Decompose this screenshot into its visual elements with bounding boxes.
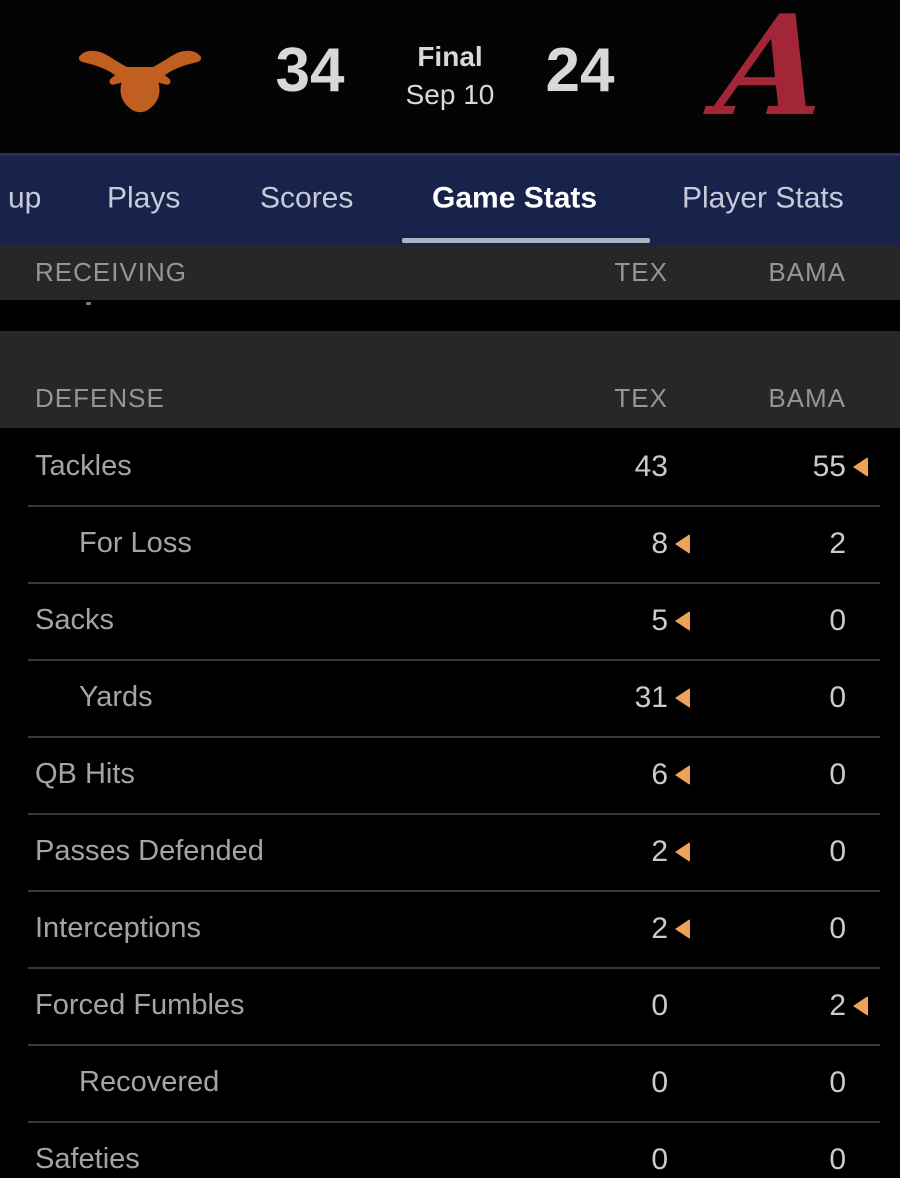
game-status: Final Sep 10 bbox=[385, 40, 515, 112]
defense-section-title: DEFENSE bbox=[35, 383, 165, 413]
scoreboard: 34 Final Sep 10 24 A bbox=[0, 0, 900, 153]
alabama-script-a-icon: A bbox=[710, 0, 836, 147]
clipped-row-artifact bbox=[86, 302, 91, 305]
leader-arrow-icon bbox=[675, 533, 690, 554]
leader-arrow-icon bbox=[675, 918, 690, 939]
game-status-date: Sep 10 bbox=[405, 78, 495, 110]
tab-plays[interactable]: Plays bbox=[107, 180, 181, 214]
stat-row-safeties: Safeties 0 0 bbox=[0, 1121, 900, 1178]
active-tab-underline bbox=[402, 238, 650, 243]
defense-col-bama: BAMA bbox=[768, 383, 846, 413]
leader-arrow-icon bbox=[853, 995, 868, 1016]
stat-row-for-loss: For Loss 8 2 bbox=[0, 505, 900, 582]
receiving-section-title: RECEIVING bbox=[35, 257, 188, 287]
stat-row-passes-defended: Passes Defended 2 0 bbox=[0, 813, 900, 890]
tab-game-stats[interactable]: Game Stats bbox=[432, 180, 598, 214]
tab-bar: up Plays Scores Game Stats Player Stats bbox=[0, 153, 900, 245]
texas-longhorn-icon bbox=[78, 50, 202, 113]
stat-row-sacks: Sacks 5 0 bbox=[0, 582, 900, 659]
stat-row-tackles: Tackles 43 55 bbox=[0, 428, 900, 505]
defense-stats-card: DEFENSE TEX BAMA Tackles 43 55 For Loss … bbox=[0, 331, 900, 1178]
leader-arrow-icon bbox=[675, 687, 690, 708]
game-status-final: Final bbox=[417, 41, 483, 72]
stat-row-fumbles-recovered: Recovered 0 0 bbox=[0, 1044, 900, 1121]
leader-arrow-icon bbox=[675, 841, 690, 862]
stat-row-forced-fumbles: Forced Fumbles 0 2 bbox=[0, 967, 900, 1044]
home-score: 34 bbox=[275, 36, 345, 105]
receiving-col-bama: BAMA bbox=[768, 257, 846, 287]
leader-arrow-icon bbox=[853, 456, 868, 477]
card-gap bbox=[0, 300, 900, 331]
leader-arrow-icon bbox=[675, 764, 690, 785]
receiving-col-tex: TEX bbox=[614, 257, 668, 287]
stat-row-sack-yards: Yards 31 0 bbox=[0, 659, 900, 736]
tab-player-stats[interactable]: Player Stats bbox=[682, 180, 844, 214]
stat-row-interceptions: Interceptions 2 0 bbox=[0, 890, 900, 967]
leader-arrow-icon bbox=[675, 610, 690, 631]
away-score: 24 bbox=[545, 36, 615, 105]
tab-matchup-partial[interactable]: up bbox=[8, 180, 42, 214]
tab-scores[interactable]: Scores bbox=[260, 180, 354, 214]
defense-section-header: DEFENSE TEX BAMA bbox=[0, 331, 900, 428]
defense-col-tex: TEX bbox=[614, 383, 668, 413]
stat-row-qb-hits: QB Hits 6 0 bbox=[0, 736, 900, 813]
receiving-section-header: RECEIVING TEX BAMA bbox=[0, 245, 900, 300]
